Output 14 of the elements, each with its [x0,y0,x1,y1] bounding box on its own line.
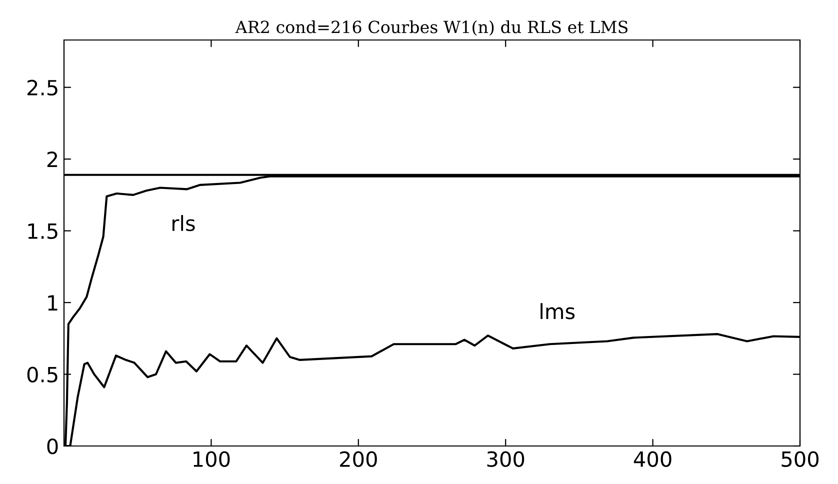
x-tick-label: 500 [782,451,818,467]
series-label: lms [540,303,575,320]
chart-title: AR2 cond=216 Courbes W1(n) du RLS et LMS [235,20,628,36]
y-tick-label: 1 [48,295,58,310]
x-tick-label: 200 [340,451,377,467]
y-tick-label: 1.5 [28,224,58,240]
y-tick-label: 2.5 [28,80,58,96]
y-tick-label: 2 [47,152,58,167]
y-tick-label: 0.5 [27,366,58,382]
series-label: rls [172,215,195,232]
x-tick-label: 300 [487,451,524,467]
y-tick-label: 0 [47,438,58,454]
x-tick-label: 100 [194,451,230,467]
x-tick-label: 400 [634,451,672,467]
